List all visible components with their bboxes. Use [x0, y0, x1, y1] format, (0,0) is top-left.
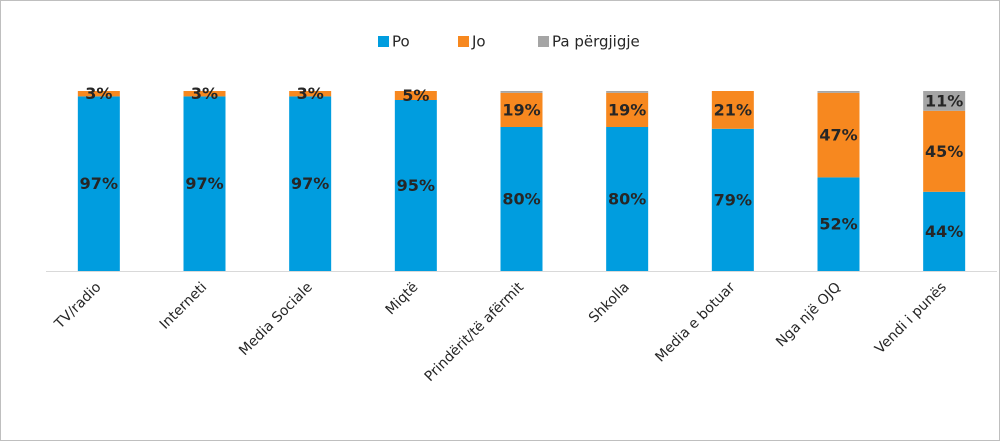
bar-segment	[394, 100, 437, 271]
bar-segment	[711, 128, 754, 271]
data-label: 3%	[191, 84, 218, 103]
bar-segment	[606, 91, 649, 93]
bar-segment	[500, 92, 543, 127]
bar-segment	[500, 127, 543, 271]
bar-segment	[817, 177, 860, 271]
bar-segment	[923, 110, 966, 192]
legend-label: Jo	[471, 33, 486, 51]
bar-segment	[289, 96, 332, 272]
data-label: 45%	[925, 142, 963, 161]
bar-segment	[183, 96, 226, 272]
data-label: 80%	[502, 190, 540, 209]
legend-swatch	[378, 36, 389, 47]
data-label: 19%	[608, 100, 646, 119]
legend-swatch	[538, 36, 549, 47]
data-label: 3%	[297, 84, 324, 103]
bar-segment	[77, 96, 120, 272]
data-label: 5%	[402, 86, 429, 105]
data-label: 44%	[925, 222, 963, 241]
bar-segment	[606, 92, 649, 127]
bar-segment	[289, 91, 332, 97]
data-label: 97%	[185, 174, 223, 193]
bar-segment	[606, 127, 649, 271]
data-label: 19%	[502, 100, 540, 119]
bar-segment	[394, 91, 437, 100]
data-label: 47%	[819, 126, 857, 145]
bar-segment	[817, 92, 860, 178]
legend-swatch	[458, 36, 469, 47]
bar-segment	[923, 91, 966, 111]
data-label: 97%	[80, 174, 118, 193]
bar-segment	[183, 91, 226, 97]
bar-segment	[77, 91, 120, 97]
data-label: 79%	[714, 190, 752, 209]
bar-segment	[711, 91, 754, 129]
data-label: 95%	[397, 176, 435, 195]
data-label: 52%	[819, 215, 857, 234]
data-label: 80%	[608, 190, 646, 209]
data-label: 11%	[925, 91, 963, 110]
bar-segment	[817, 91, 860, 93]
data-label: 3%	[85, 84, 112, 103]
bar-segment	[500, 91, 543, 93]
data-label: 21%	[714, 100, 752, 119]
legend-label: Pa përgjigje	[552, 33, 640, 51]
bar-segment	[923, 191, 966, 271]
legend-label: Po	[392, 33, 410, 51]
data-label: 97%	[291, 174, 329, 193]
